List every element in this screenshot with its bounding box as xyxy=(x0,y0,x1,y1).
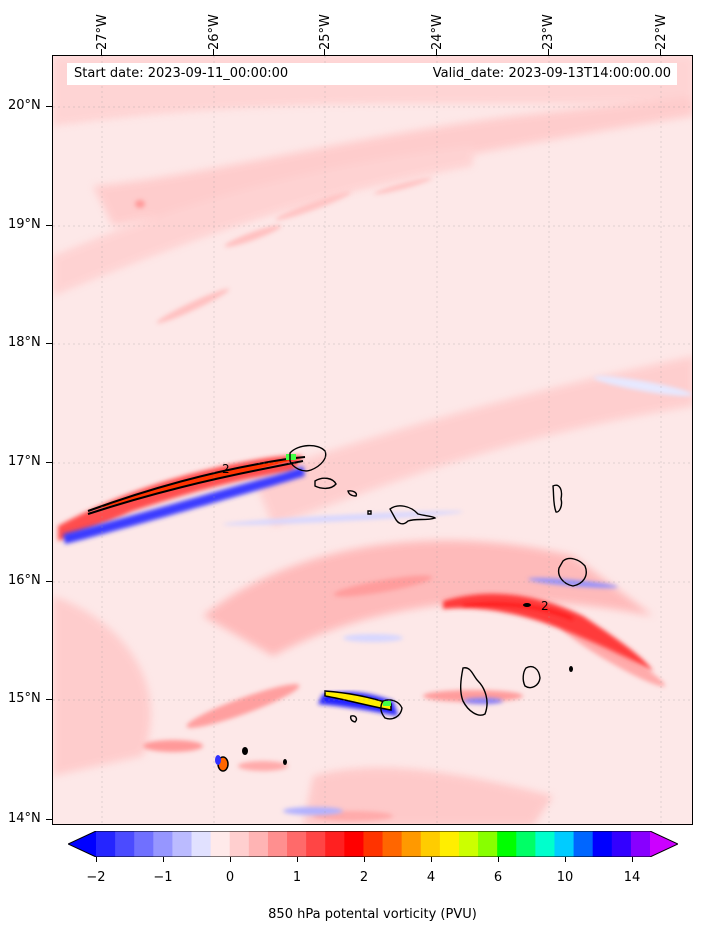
tick-17n xyxy=(46,462,52,463)
colorbar-segment xyxy=(248,831,269,857)
cb-label-1: 1 xyxy=(292,870,302,885)
colorbar-segment xyxy=(401,831,422,857)
valid-date-text: Valid_date: 2023-09-13T14:00:00.00 xyxy=(432,66,671,81)
colorbar-segment xyxy=(516,831,536,857)
cb-tick-0 xyxy=(230,857,231,862)
date-info-box: Start date: 2023-09-11_00:00:00 Valid_da… xyxy=(67,63,677,85)
cb-tick-2 xyxy=(364,857,365,862)
cb-label-2: 2 xyxy=(359,870,369,885)
lon-label-27w: 27°W xyxy=(95,14,110,50)
lat-label-14n: 14°N xyxy=(8,811,41,826)
cb-tick-4 xyxy=(431,857,432,862)
colorbar-segment xyxy=(191,831,212,857)
cb-label-4: 4 xyxy=(426,870,436,885)
cb-label-6: 6 xyxy=(493,870,503,885)
colorbar-segment xyxy=(325,831,345,857)
tick-15n xyxy=(46,699,52,700)
lat-label-18n: 18°N xyxy=(8,335,41,350)
colorbar-segment xyxy=(497,831,517,857)
colorbar-segment xyxy=(382,831,403,857)
map-frame: 2 2 xyxy=(52,55,693,825)
tick-19n xyxy=(46,225,52,226)
colorbar-segment xyxy=(210,831,231,857)
pv-arc-southeast xyxy=(443,593,653,671)
cb-label-10: 10 xyxy=(556,870,574,885)
colorbar-segment xyxy=(344,831,364,857)
colorbar-segment xyxy=(306,831,326,857)
tick-26w xyxy=(213,49,214,55)
tick-18n xyxy=(46,343,52,344)
coastlines xyxy=(289,444,587,723)
lat-label-16n: 16°N xyxy=(8,573,41,588)
colorbar-segment xyxy=(458,831,479,857)
start-date-text: Start date: 2023-09-11_00:00:00 xyxy=(74,66,289,81)
colorbar-segment xyxy=(363,831,384,857)
colorbar-segment xyxy=(267,831,288,857)
colorbar-segment xyxy=(172,831,193,857)
colorbar-segment xyxy=(134,831,154,857)
pv-speckle xyxy=(135,177,666,821)
cb-tick-neg2 xyxy=(96,857,97,862)
tick-25w xyxy=(324,49,325,55)
cb-tick-neg1 xyxy=(163,857,164,862)
colorbar-segment xyxy=(611,831,632,857)
graticule xyxy=(53,56,692,824)
pv-filament-north xyxy=(58,454,306,544)
colorbar-segment xyxy=(439,831,460,857)
tick-24w xyxy=(436,49,437,55)
tick-22w xyxy=(660,49,661,55)
cb-label-14: 14 xyxy=(623,870,641,885)
pv-filament-south xyxy=(215,603,573,772)
tick-20n xyxy=(46,106,52,107)
lon-label-25w: 25°W xyxy=(318,14,333,50)
lon-label-26w: 26°W xyxy=(207,14,222,50)
cb-tick-14 xyxy=(632,857,633,862)
lon-label-22w: 22°W xyxy=(654,14,669,50)
lat-label-20n: 20°N xyxy=(8,98,41,113)
tick-23w xyxy=(548,49,549,55)
cb-label-neg2: −2 xyxy=(86,870,106,885)
low-pv-patches xyxy=(223,376,692,815)
colorbar-segment xyxy=(478,831,498,857)
cb-tick-10 xyxy=(565,857,566,862)
lon-label-24w: 24°W xyxy=(430,14,445,50)
colorbar-extend-high xyxy=(650,831,678,857)
colorbar-segment xyxy=(420,831,441,857)
tick-27w xyxy=(101,49,102,55)
colorbar-segment xyxy=(153,831,173,857)
colorbar xyxy=(68,831,678,857)
cb-label-0: 0 xyxy=(225,870,235,885)
lat-label-19n: 19°N xyxy=(8,217,41,232)
potential-vorticity-field xyxy=(53,56,692,824)
lat-label-15n: 15°N xyxy=(8,691,41,706)
colorbar-segment xyxy=(229,831,250,857)
tick-16n xyxy=(46,581,52,582)
cb-label-neg1: −1 xyxy=(153,870,173,885)
colorbar-segment xyxy=(630,831,651,857)
cb-tick-6 xyxy=(498,857,499,862)
colorbar-title: 850 hPa potental vorticity (PVU) xyxy=(268,907,477,922)
lon-label-23w: 23°W xyxy=(541,14,556,50)
colorbar-extend-low xyxy=(68,831,96,857)
colorbar-segment xyxy=(287,831,307,857)
contour-label-2-north: 2 xyxy=(222,462,230,476)
colorbar-segment xyxy=(573,831,594,857)
tick-14n xyxy=(46,819,52,820)
colorbar-segment xyxy=(592,831,613,857)
cb-tick-1 xyxy=(297,857,298,862)
contour-label-2-south: 2 xyxy=(541,599,549,613)
colorbar-segment xyxy=(554,831,575,857)
colorbar-segment xyxy=(535,831,555,857)
colorbar-segment xyxy=(115,831,135,857)
colorbar-segment xyxy=(96,831,116,857)
lat-label-17n: 17°N xyxy=(8,454,41,469)
